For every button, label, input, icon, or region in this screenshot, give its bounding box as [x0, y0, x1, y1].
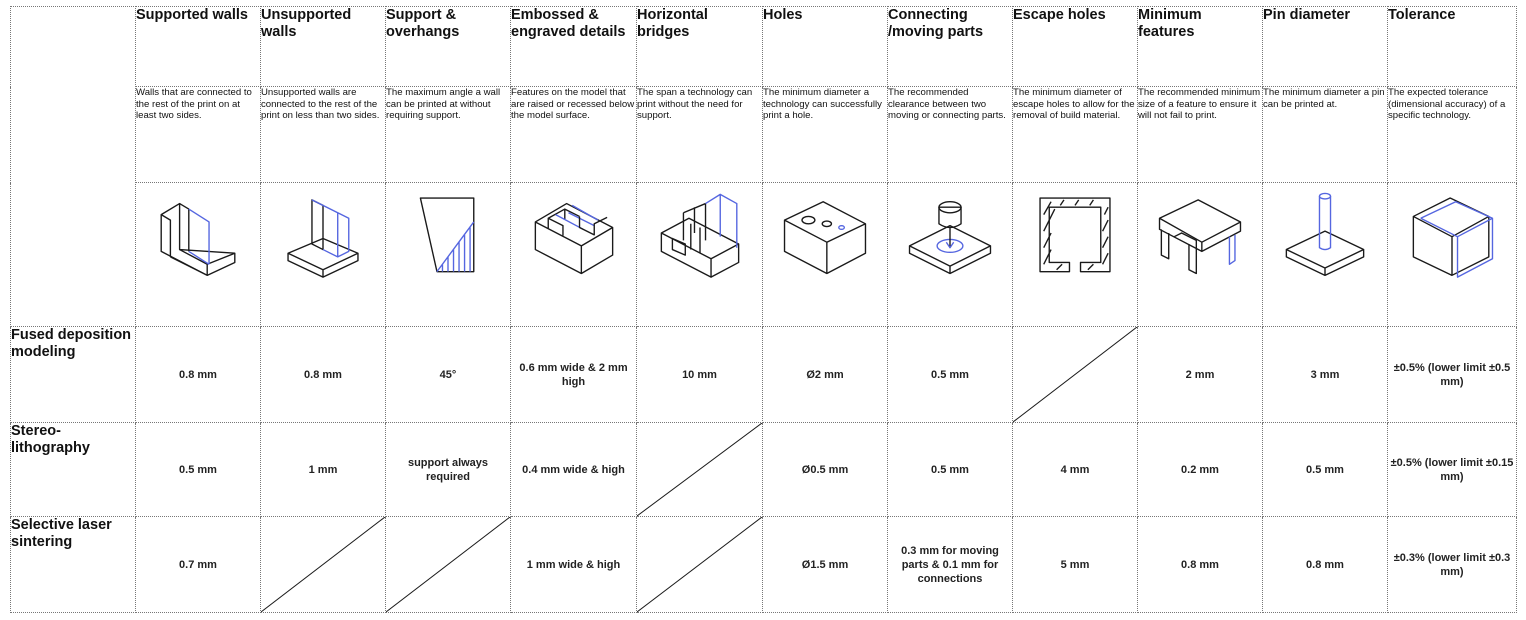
value-cell: 3 mm	[1262, 326, 1388, 423]
value-cell: 0.8 mm	[1262, 516, 1388, 613]
value-cell: 0.5 mm	[135, 422, 261, 517]
col-header: Connecting /moving parts	[887, 6, 1013, 87]
value-cell: 4 mm	[1012, 422, 1138, 517]
not-applicable-cell	[636, 422, 763, 517]
bridges-icon	[660, 193, 739, 278]
value-cell: support always required	[385, 422, 511, 517]
not-applicable-cell	[636, 516, 763, 613]
diagonal-slash	[386, 517, 510, 612]
diagonal-slash	[1013, 327, 1137, 422]
col-header: Unsupported walls	[260, 6, 386, 87]
value-cell: 0.5 mm	[1262, 422, 1388, 517]
pin-icon	[1285, 192, 1365, 277]
value-cell: 10 mm	[636, 326, 763, 423]
col-header: Escape holes	[1012, 6, 1138, 87]
col-description: The recommended minimum size of a featur…	[1137, 86, 1263, 183]
value-cell: 5 mm	[1012, 516, 1138, 613]
value-cell: 0.5 mm	[887, 422, 1013, 517]
overhang-icon	[419, 197, 475, 273]
not-applicable-cell	[1012, 326, 1138, 423]
value-cell: 0.6 mm wide & 2 mm high	[510, 326, 637, 423]
holes-icon	[783, 201, 867, 275]
table-row: Selective laser sintering 0.7 mm 1 mm wi…	[10, 516, 1517, 613]
col-description: The minimum diameter a pin can be printe…	[1262, 86, 1388, 183]
col-description: The recommended clearance between two mo…	[887, 86, 1013, 183]
value-cell: 0.8 mm	[1137, 516, 1263, 613]
col-header: Horizontal bridges	[636, 6, 763, 87]
col-header: Pin diameter	[1262, 6, 1388, 87]
minimum-features-icon	[1158, 199, 1242, 275]
row-label: Fused deposition modeling	[10, 326, 136, 423]
value-cell: Ø1.5 mm	[762, 516, 888, 613]
col-header: Support & overhangs	[385, 6, 511, 87]
value-cell: 45°	[385, 326, 511, 423]
unsupported-walls-icon	[287, 199, 359, 278]
table-row: Fused deposition modeling 0.8 mm 0.8 mm …	[10, 326, 1517, 423]
col-description: The minimum diameter of escape holes to …	[1012, 86, 1138, 183]
table-row: Stereo-lithography 0.5 mm 1 mm support a…	[10, 422, 1517, 517]
col-header: Supported walls	[135, 6, 261, 87]
col-description: Walls that are connected to the rest of …	[135, 86, 261, 183]
description-row: Walls that are connected to the rest of …	[11, 86, 1517, 183]
diagonal-slash	[261, 517, 385, 612]
col-description: The maximum angle a wall can be printed …	[385, 86, 511, 183]
header-row: Supported walls Unsupported walls Suppor…	[10, 6, 1517, 327]
moving-parts-icon	[908, 201, 992, 275]
escape-holes-icon	[1039, 197, 1111, 273]
col-description: The minimum diameter a technology can su…	[762, 86, 888, 183]
value-cell: ±0.5% (lower limit ±0.5 mm)	[1387, 326, 1517, 423]
icon-row	[11, 182, 1517, 327]
value-cell: 0.2 mm	[1137, 422, 1263, 517]
tolerance-cube-icon	[1412, 197, 1494, 278]
value-cell: Ø2 mm	[762, 326, 888, 423]
value-cell: 0.4 mm wide & high	[510, 422, 637, 517]
col-description: Features on the model that are raised or…	[510, 86, 637, 183]
row-label: Selective laser sintering	[10, 516, 136, 613]
supported-walls-icon	[160, 202, 236, 277]
col-description: The expected tolerance (dimensional accu…	[1387, 86, 1517, 183]
diagonal-slash	[637, 423, 762, 516]
col-description: Unsupported walls are connected to the r…	[260, 86, 386, 183]
col-header: Minimum features	[1137, 6, 1263, 87]
value-cell: 1 mm wide & high	[510, 516, 637, 613]
value-cell: 0.3 mm for moving parts & 0.1 mm for con…	[887, 516, 1013, 613]
value-cell: 0.7 mm	[135, 516, 261, 613]
value-cell: ±0.5% (lower limit ±0.15 mm)	[1387, 422, 1517, 517]
value-cell: Ø0.5 mm	[762, 422, 888, 517]
design-rules-table: Supported walls Unsupported walls Suppor…	[10, 6, 1517, 613]
col-header: Holes	[762, 6, 888, 87]
row-label: Stereo-lithography	[10, 422, 136, 517]
col-description: The span a technology can print without …	[636, 86, 763, 183]
corner-cell	[10, 6, 136, 327]
col-header: Embossed & engraved details	[510, 6, 637, 87]
value-cell: 1 mm	[260, 422, 386, 517]
value-cell: 0.8 mm	[260, 326, 386, 423]
value-cell: 0.8 mm	[135, 326, 261, 423]
diagonal-slash	[637, 517, 762, 612]
value-cell: ±0.3% (lower limit ±0.3 mm)	[1387, 516, 1517, 613]
value-cell: 0.5 mm	[887, 326, 1013, 423]
not-applicable-cell	[260, 516, 386, 613]
embossed-details-icon	[534, 202, 613, 275]
col-header: Tolerance	[1387, 6, 1517, 87]
value-cell: 2 mm	[1137, 326, 1263, 423]
not-applicable-cell	[385, 516, 511, 613]
